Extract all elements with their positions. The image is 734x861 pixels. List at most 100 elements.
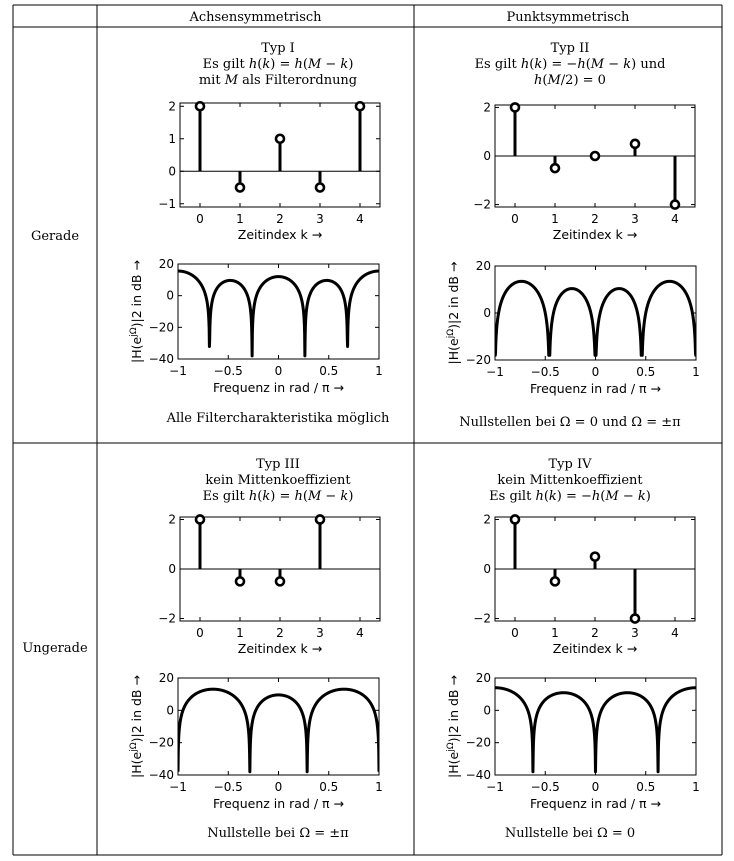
x-tick-label: 0 [275, 780, 283, 794]
y-tick-label: 20 [476, 671, 491, 685]
x-tick-label: 1 [692, 780, 700, 794]
y-axis-label: |H(ejΩ)|2 in dB → [129, 675, 144, 778]
y-tick-label: 2 [168, 99, 176, 113]
cell-description-line: mit M als Filterordnung [199, 73, 357, 88]
stem-marker [314, 182, 326, 193]
stem-marker [549, 576, 561, 587]
x-tick-label: 0 [511, 212, 519, 226]
x-tick-label: 3 [631, 212, 639, 226]
x-tick-label: 2 [591, 212, 599, 226]
x-tick-label: 2 [276, 626, 284, 640]
y-axis-label: |H(ejΩ)|2 in dB → [129, 260, 144, 363]
stem-marker [549, 162, 561, 174]
x-tick-label: 0.5 [636, 365, 655, 379]
y-tick-label: 0 [483, 306, 491, 320]
x-axis-label: Frequenz in rad / π → [213, 380, 344, 395]
y-tick-label: −2 [473, 198, 491, 212]
x-tick-label: −1 [169, 364, 187, 378]
x-tick-label: 0 [592, 780, 600, 794]
cell-type-title: Typ III [256, 457, 300, 472]
magnitude-chart-1: −1 −0.5 0 0.5 1 20 0 −20 −40 Frequenz in rad / π … [129, 257, 383, 395]
x-tick-label: 4 [671, 212, 679, 226]
y-axis-label: |H(ejΩ)|2 in dB → [446, 675, 461, 778]
y-tick-label: −40 [466, 768, 491, 782]
x-tick-label: 4 [356, 212, 364, 226]
row-header-gerade: Gerade [31, 229, 79, 244]
stem-marker [589, 551, 601, 562]
stem-chart-1: 0 1 2 3 4 2 1 0 −1 Zeitindex k → [158, 99, 381, 242]
stem-chart-3: 0 1 2 3 4 2 0 −2 Zeitindex k → [158, 512, 381, 656]
stem-marker [194, 100, 206, 112]
x-tick-label: 3 [316, 212, 324, 226]
x-tick-label: 2 [276, 212, 284, 226]
cell-footer-note: Alle Filtercharakteristika möglich [166, 411, 390, 426]
y-tick-label: 0 [166, 289, 174, 303]
x-tick-label: −1 [169, 780, 187, 794]
x-tick-label: 0 [275, 364, 283, 378]
x-tick-label: 0 [196, 212, 204, 226]
magnitude-curve [178, 687, 379, 774]
x-tick-label: −0.5 [214, 364, 243, 378]
x-tick-label: −1 [486, 365, 504, 379]
y-tick-label: −20 [149, 736, 174, 750]
table-cells: Typ IEs gilt h(k) = h(M − k)mit M als Fi… [166, 41, 682, 841]
x-tick-label: 1 [236, 212, 244, 226]
x-axis-label: Zeitindex k → [553, 227, 638, 242]
y-tick-label: 2 [483, 100, 491, 114]
x-axis-label: Zeitindex k → [553, 641, 638, 656]
y-tick-label: 0 [168, 562, 176, 576]
stem-marker [354, 100, 366, 112]
x-tick-label: 1 [236, 626, 244, 640]
y-tick-label: −2 [473, 612, 491, 626]
y-tick-label: 20 [159, 257, 174, 271]
cell-footer-note: Nullstellen bei Ω = 0 und Ω = ±π [459, 415, 681, 430]
axes-frame [177, 677, 380, 776]
stem-marker [274, 576, 286, 587]
table-headers: Achsensymmetrisch Punktsymmetrisch Gerade U… [22, 10, 630, 656]
y-axis-label: |H(ejΩ)|2 in dB → [446, 262, 461, 365]
x-tick-label: −1 [486, 780, 504, 794]
x-tick-label: 0.5 [636, 780, 655, 794]
cell-description-line: kein Mittenkoeffizient [497, 473, 643, 488]
y-tick-label: 0 [166, 703, 174, 717]
x-tick-label: 0.5 [319, 780, 338, 794]
x-tick-label: 1 [551, 626, 559, 640]
x-tick-label: 4 [671, 626, 679, 640]
x-tick-label: 0.5 [319, 364, 338, 378]
stem-marker [314, 514, 326, 525]
cell-footer-note: Nullstelle bei Ω = ±π [207, 826, 349, 841]
y-tick-label: 20 [476, 259, 491, 273]
y-tick-label: 2 [483, 512, 491, 526]
cell-description-line: kein Mittenkoeffizient [205, 473, 351, 488]
x-tick-label: 0 [196, 626, 204, 640]
x-tick-label: 3 [631, 626, 639, 640]
y-tick-label: 0 [483, 703, 491, 717]
x-tick-label: −0.5 [531, 780, 560, 794]
cell-type-title: Typ IV [549, 457, 593, 472]
x-tick-label: 4 [356, 626, 364, 640]
y-tick-label: 1 [168, 132, 176, 146]
cell-type-title: Typ II [551, 41, 590, 56]
x-axis-label: Frequenz in rad / π → [530, 796, 661, 811]
x-tick-label: 1 [375, 780, 383, 794]
y-tick-label: 0 [483, 562, 491, 576]
stem-marker [589, 150, 601, 162]
magnitude-chart-2: −1 −0.5 0 0.5 1 20 0 −20 Frequenz in rad / π → |H… [446, 259, 700, 396]
magnitude-chart-4: −1 −0.5 0 0.5 1 20 0 −20 −40 Frequenz in rad / π … [446, 671, 700, 811]
y-tick-label: −40 [149, 352, 174, 366]
stem-marker [629, 138, 641, 150]
stem-marker [274, 133, 286, 145]
x-tick-label: 0 [511, 626, 519, 640]
row-header-ungerade: Ungerade [22, 641, 88, 656]
cell-description-line: Es gilt h(k) = −h(M − k) [489, 489, 651, 504]
cell-description-line: h(M/2) = 0 [534, 73, 606, 88]
x-tick-label: 1 [375, 364, 383, 378]
y-tick-label: −20 [149, 320, 174, 334]
x-axis-label: Zeitindex k → [238, 227, 323, 242]
y-tick-label: 0 [483, 149, 491, 163]
y-tick-label: −20 [466, 353, 491, 367]
x-tick-label: 2 [591, 626, 599, 640]
stem-marker [509, 514, 521, 525]
